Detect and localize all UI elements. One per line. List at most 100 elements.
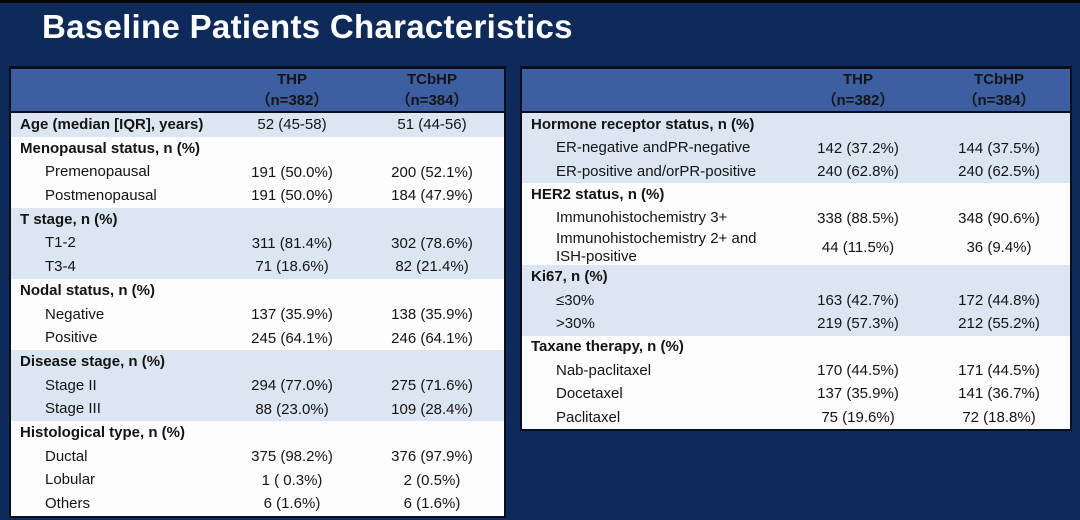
value-thp: 311 (81.4%) [251,234,333,252]
value-tcbhp [928,183,1070,206]
value-thp: 245 (64.1%) [251,329,333,347]
value-tcbhp: 171 (44.5%) [958,362,1040,380]
table-row: ER-positive and/orPR-positive 240 (62.8%)… [522,159,1070,184]
value-thp [788,113,928,136]
value-thp: 137 (35.9%) [817,385,899,403]
table-row: Disease stage, n (%) [11,349,504,374]
value-tcbhp: 109 (28.4%) [391,400,473,418]
table-row: Stage III 88 (23.0%) 109 (28.4%) [11,397,504,421]
value-tcbhp: 36 (9.4%) [966,239,1032,257]
value-tcbhp: 348 (90.6%) [958,209,1040,227]
value-tcbhp: 2 (0.5%) [403,471,461,489]
value-thp: 163 (42.7%) [817,291,899,309]
table-header-row: THP （n=382） TCbHP （n=384） [11,69,504,113]
table-row: Others 6 (1.6%) 6 (1.6%) [11,492,504,516]
table-row: Positive 245 (64.1%) 246 (64.1%) [11,326,504,350]
row-label: ER-positive and/orPR-positive [556,162,757,180]
header-spacer-cell [11,69,224,111]
row-label: Positive [45,329,98,347]
row-label: Ductal [45,447,88,465]
value-tcbhp: 51 (44-56) [397,116,467,134]
value-thp [224,350,360,374]
row-label: Stage II [45,376,97,394]
table-row: Lobular 1 ( 0.3%) 2 (0.5%) [11,468,504,492]
value-tcbhp: 246 (64.1%) [391,329,473,347]
row-label: Disease stage, n (%) [20,352,166,370]
row-label: Menopausal status, n (%) [20,139,201,157]
value-tcbhp [928,336,1070,359]
value-thp: 52 (45-58) [257,116,327,134]
row-label: Premenopausal [45,163,151,181]
value-tcbhp [928,265,1070,288]
table-row: T3-4 71 (18.6%) 82 (21.4%) [11,255,504,279]
page-title: Baseline Patients Characteristics [42,8,573,45]
baseline-table-left: THP （n=382） TCbHP （n=384） Age (median [IQR… [9,66,506,518]
table-row: Paclitaxel 75 (19.6%) 72 (18.8%) [522,405,1070,430]
table-row: Premenopausal 191 (50.0%) 200 (52.1%) [11,160,504,185]
table-row: Docetaxel 137 (35.9%) 141 (36.7%) [522,382,1070,406]
value-tcbhp: 144 (37.5%) [958,139,1040,157]
row-label: Nab-paclitaxel [556,361,652,379]
table-row: Nab-paclitaxel 170 (44.5%) 171 (44.5%) [522,358,1070,383]
table-row: ≤30% 163 (42.7%) 172 (44.8%) [522,288,1070,313]
value-thp: 137 (35.9%) [251,305,333,323]
value-thp [224,137,360,161]
table-row: Stage II 294 (77.0%) 275 (71.6%) [11,373,504,398]
row-label: T3-4 [45,258,76,276]
table-row: Nodal status, n (%) [11,278,504,303]
row-label: Hormone receptor status, n (%) [531,115,755,133]
table-row: ER-negative andPR-negative 142 (37.2%) 144… [522,136,1070,160]
value-thp: 375 (98.2%) [251,447,333,465]
value-thp [224,279,360,303]
table-row: Taxane therapy, n (%) [522,335,1070,359]
value-tcbhp: 172 (44.8%) [958,291,1040,309]
value-tcbhp: 82 (21.4%) [395,258,469,276]
value-tcbhp: 6 (1.6%) [403,495,461,513]
value-tcbhp: 138 (35.9%) [391,305,473,323]
header-spacer-cell [522,69,788,111]
row-label: Ki67, n (%) [531,268,608,286]
baseline-table-right: THP （n=382） TCbHP （n=384） Hormone receptor… [520,66,1072,432]
row-label: T stage, n (%) [20,210,118,228]
value-tcbhp: 200 (52.1%) [391,163,473,181]
row-label: T1-2 [45,234,76,252]
value-tcbhp: 141 (36.7%) [958,385,1040,403]
table-row: Age (median [IQR], years) 52 (45-58) 51 (4… [11,113,504,137]
header-col-thp: THP （n=382） [821,71,895,109]
header-col-tcbhp: TCbHP （n=384） [395,71,469,109]
value-thp [788,336,928,359]
row-label: Paclitaxel [556,408,621,426]
row-label: Immunohistochemistry 3+ [556,209,728,227]
table-row: Immunohistochemistry 2+ and ISH-positive… [522,229,1070,266]
row-label: ≤30% [556,291,595,309]
value-tcbhp: 212 (55.2%) [958,315,1040,333]
value-thp: 44 (11.5%) [821,239,895,257]
table-row: Negative 137 (35.9%) 138 (35.9%) [11,302,504,327]
table-row: Histological type, n (%) [11,420,504,445]
value-tcbhp [928,113,1070,136]
value-tcbhp [360,350,504,374]
value-thp: 219 (57.3%) [817,315,899,333]
table-row: T stage, n (%) [11,207,504,232]
value-thp: 240 (62.8%) [817,162,899,180]
value-thp [224,421,360,445]
value-thp: 338 (88.5%) [817,209,899,227]
value-thp: 142 (37.2%) [817,139,899,157]
row-label: Nodal status, n (%) [20,281,156,299]
table-row: Menopausal status, n (%) [11,136,504,161]
value-thp [788,265,928,288]
top-edge-strip [0,0,1080,3]
value-tcbhp [360,421,504,445]
value-thp: 191 (50.0%) [251,163,333,181]
table-row: T1-2 311 (81.4%) 302 (78.6%) [11,231,504,256]
row-label: Postmenopausal [45,187,157,205]
table-row: Ductal 375 (98.2%) 376 (97.9%) [11,444,504,469]
row-label: >30% [556,314,595,332]
value-thp: 6 (1.6%) [263,495,321,513]
table-row: >30% 219 (57.3%) 212 (55.2%) [522,312,1070,336]
table-header-row: THP （n=382） TCbHP （n=384） [522,69,1070,113]
value-tcbhp [360,137,504,161]
header-col-tcbhp: TCbHP （n=384） [962,71,1036,109]
row-label: Others [45,495,91,512]
row-label: Stage III [45,400,101,418]
